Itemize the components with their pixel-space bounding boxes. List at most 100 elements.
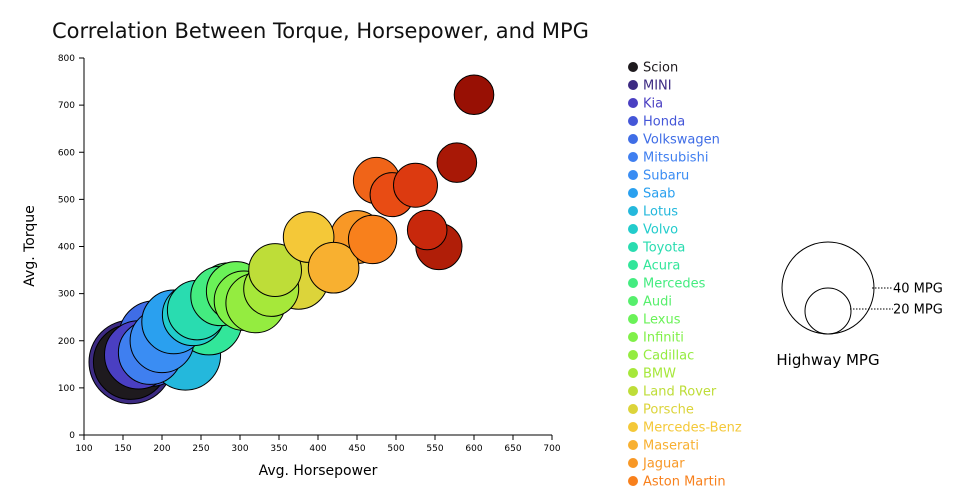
- legend-item[interactable]: Porsche: [628, 403, 694, 418]
- legend-item[interactable]: Scion: [628, 61, 678, 76]
- x-tick-label: 400: [309, 444, 326, 454]
- legend-swatch: [628, 152, 638, 162]
- legend-swatch: [628, 62, 638, 72]
- bubble-lamborghini[interactable]: [406, 209, 448, 251]
- legend-swatch: [628, 332, 638, 342]
- y-tick-label: 0: [69, 431, 75, 441]
- y-tick-label: 200: [58, 337, 75, 347]
- legend-label: Honda: [643, 115, 685, 130]
- legend-swatch: [628, 278, 638, 288]
- legend-swatch: [628, 134, 638, 144]
- legend-swatch: [628, 242, 638, 252]
- legend-label: Mercedes: [643, 277, 706, 292]
- legend-label: Audi: [643, 295, 672, 310]
- plot-area: [88, 74, 495, 405]
- legend-label: Land Rover: [643, 385, 717, 400]
- legend-item[interactable]: Jaguar: [628, 457, 685, 472]
- legend-swatch: [628, 170, 638, 180]
- legend-item[interactable]: Lexus: [628, 313, 681, 328]
- legend-item[interactable]: Mitsubishi: [628, 151, 708, 166]
- legend-item[interactable]: Mercedes: [628, 277, 706, 292]
- legend-swatch: [628, 314, 638, 324]
- x-axis: 100 150 200 250 300 350 400 450 500 550 600 650 700: [75, 434, 561, 454]
- legend-swatch: [628, 224, 638, 234]
- legend-item[interactable]: Lotus: [628, 205, 678, 220]
- legend-item[interactable]: Volkswagen: [628, 133, 720, 148]
- y-tick-label: 500: [58, 195, 75, 205]
- legend-item[interactable]: Subaru: [628, 169, 689, 184]
- chart-title: Correlation Between Torque, Horsepower, …: [52, 19, 589, 43]
- legend-label: Aston Martin: [643, 475, 726, 490]
- x-axis-title: Avg. Horsepower: [259, 463, 378, 479]
- legend-swatch: [628, 80, 638, 90]
- legend-label: Mercedes-Benz: [643, 421, 742, 436]
- legend-label: BMW: [643, 367, 676, 382]
- x-tick-label: 300: [231, 444, 248, 454]
- legend-item[interactable]: Acura: [628, 259, 680, 274]
- y-axis: 0 100 200 300 400 500 600 700 800: [58, 54, 85, 441]
- size-legend-label: 20 MPG: [893, 303, 943, 318]
- x-tick-label: 500: [387, 444, 404, 454]
- bubble-maserati[interactable]: [307, 241, 360, 294]
- legend-swatch: [628, 350, 638, 360]
- legend-item[interactable]: Audi: [628, 295, 672, 310]
- x-tick-label: 250: [192, 444, 209, 454]
- y-tick-label: 300: [58, 290, 75, 300]
- legend-swatch: [628, 260, 638, 270]
- bubble-land-rover[interactable]: [248, 243, 303, 297]
- legend-swatch: [628, 98, 638, 108]
- legend-label: Kia: [643, 97, 663, 112]
- legend-item[interactable]: BMW: [628, 367, 676, 382]
- legend-label: Infiniti: [643, 331, 684, 346]
- legend-item[interactable]: Aston Martin: [628, 475, 726, 490]
- legend-item[interactable]: Infiniti: [628, 331, 684, 346]
- legend-label: Lexus: [643, 313, 681, 328]
- legend-item[interactable]: Kia: [628, 97, 663, 112]
- legend-label: Volkswagen: [643, 133, 720, 148]
- x-tick-label: 550: [426, 444, 443, 454]
- legend-swatch: [628, 476, 638, 486]
- bubble-bugatti[interactable]: [436, 142, 478, 183]
- bubble-aston-martin[interactable]: [347, 214, 398, 265]
- y-tick-label: 100: [58, 384, 75, 394]
- legend-item[interactable]: Land Rover: [628, 385, 717, 400]
- legend-item[interactable]: Honda: [628, 115, 685, 130]
- legend-swatch: [628, 296, 638, 306]
- bubble-spyker[interactable]: [453, 74, 495, 116]
- legend-label: Lotus: [643, 205, 678, 220]
- legend-label: Subaru: [643, 169, 689, 184]
- legend-item[interactable]: Saab: [628, 187, 675, 202]
- bubble-ferrari[interactable]: [393, 162, 438, 208]
- x-tick-label: 450: [348, 444, 365, 454]
- legend-item[interactable]: Maserati: [628, 439, 699, 454]
- y-axis-title: Avg. Torque: [22, 205, 38, 286]
- x-tick-label: 650: [504, 444, 521, 454]
- legend-item[interactable]: Volvo: [628, 223, 678, 238]
- legend-label: Scion: [643, 61, 678, 76]
- legend-swatch: [628, 116, 638, 126]
- legend-label: Cadillac: [643, 349, 694, 364]
- legend-item[interactable]: Mercedes-Benz: [628, 421, 742, 436]
- legend-label: Toyota: [642, 241, 685, 256]
- y-tick-label: 800: [58, 54, 75, 64]
- x-tick-label: 150: [114, 444, 131, 454]
- size-legend: 40 MPG 20 MPG Highway MPG: [776, 241, 943, 369]
- legend-label: Jaguar: [642, 457, 685, 472]
- legend-swatch: [628, 188, 638, 198]
- legend-item[interactable]: Toyota: [628, 241, 685, 256]
- legend-item[interactable]: Cadillac: [628, 349, 694, 364]
- size-legend-title: Highway MPG: [776, 351, 879, 369]
- legend-label: Maserati: [643, 439, 699, 454]
- legend-label: Saab: [643, 187, 675, 202]
- legend-label: Volvo: [643, 223, 678, 238]
- legend-swatch: [628, 386, 638, 396]
- size-legend-label: 40 MPG: [893, 282, 943, 297]
- x-tick-label: 100: [75, 444, 92, 454]
- x-tick-label: 350: [270, 444, 287, 454]
- legend-swatch: [628, 404, 638, 414]
- legend-item[interactable]: MINI: [628, 79, 672, 94]
- x-tick-label: 200: [153, 444, 170, 454]
- legend-swatch: [628, 368, 638, 378]
